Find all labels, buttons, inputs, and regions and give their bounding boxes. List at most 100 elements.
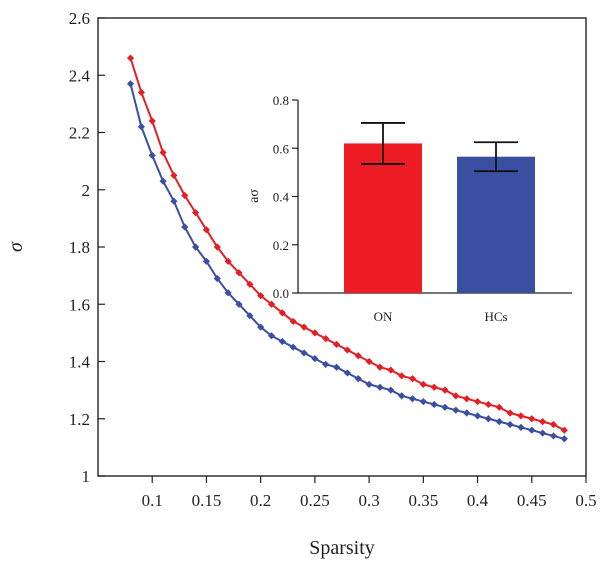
y-tick-label: 1.2 [69,410,90,429]
series-1-point [181,191,189,200]
inset-y-tick-label: 0.4 [273,190,290,205]
y-axis-title: σ [5,241,27,252]
series-1-point [148,117,156,125]
inset-y-tick-label: 0.0 [273,286,289,301]
series-2-point [267,332,276,340]
series-2-point [452,406,460,414]
x-tick-label: 0.5 [575,491,596,510]
series-2-point [506,420,514,429]
series-1-point [452,392,460,400]
series-2-point [170,197,178,205]
y-tick-label: 2.4 [69,66,91,85]
series-2-point [539,429,547,437]
inset-y-axis-title: aσ [247,189,262,203]
x-tick-label: 0.3 [358,491,379,510]
series-2-point [332,363,341,371]
series-2-point [430,400,438,409]
series-2-point [192,243,200,251]
series-1-point [560,426,568,434]
series-1-point [224,257,232,265]
series-2-point [517,423,525,431]
series-2-point [257,323,265,331]
x-axis-title: Sparsity [309,537,375,559]
series-1-point [126,54,135,62]
series-1-point [463,395,471,403]
series-2-point [224,289,232,297]
series-2-point [549,432,558,440]
series-1-point [235,269,243,277]
inset-bar-group: ON HCs [344,122,535,324]
series-2-point [484,415,492,423]
series-1-point [441,386,449,394]
series-1-point [528,415,536,423]
series-1-point [419,380,427,388]
series-1-point [473,397,482,406]
series-1-point [549,420,558,429]
series-2-point [213,274,221,283]
series-1-point [257,292,265,300]
y-tick-label: 2.2 [69,124,90,143]
inset-x-tick-label: HCs [484,309,507,324]
y-tick-label: 2 [82,181,91,200]
y-tick-label: 1 [82,467,91,486]
series-1-point [246,280,254,288]
series-2-point [354,375,362,383]
series-1-point [289,317,297,326]
series-2-point [246,312,254,320]
series-2-point [441,403,449,411]
series-1-point [192,209,200,217]
series-1-point [137,88,145,97]
inset-plot: 0.0 0.2 0.4 0.6 0.8 aσ ON HCs [247,93,572,324]
series-2-point [202,257,211,265]
series-2-point [278,337,286,346]
series-1-point [300,323,308,331]
main-x-axis: 0.1 0.15 0.2 0.25 0.3 0.35 0.4 0.45 0.5 [142,476,597,510]
series-2-point [343,369,352,377]
inset-y-tick-label: 0.6 [273,141,290,156]
series-2-point [159,177,167,185]
series-2-point [387,386,395,394]
series-2-point [528,426,536,434]
x-tick-label: 0.15 [192,491,222,510]
series-1-point [387,366,395,374]
series-1-point [311,329,319,337]
series-2-point [473,412,482,420]
x-tick-label: 0.4 [467,491,489,510]
main-y-axis: 1 1.2 1.4 1.6 1.8 2 2.2 2.4 2.6 [69,9,105,486]
inset-y-tick-label: 0.2 [273,238,289,253]
series-1-point [354,352,362,360]
x-tick-label: 0.2 [250,491,271,510]
series-2-point [408,395,417,403]
x-tick-label: 0.25 [300,491,330,510]
bar-hcs [457,156,535,293]
series-2-point [289,343,297,351]
series-1-point [343,346,352,354]
series-1-point [267,300,276,308]
y-tick-label: 1.8 [69,238,90,257]
series-2-point [560,435,568,443]
series-1-point [202,226,211,234]
x-tick-label: 0.1 [142,491,163,510]
series-1-point [213,243,221,251]
y-tick-label: 2.6 [69,9,90,28]
series-2-point [311,355,319,363]
series-1-point [539,418,547,426]
series-1-point [484,400,492,409]
series-2-point [398,392,406,400]
series-2-point [181,223,189,231]
x-tick-label: 0.45 [517,491,547,510]
series-1-point [278,309,286,317]
series-2-point [148,151,156,159]
series-1-point [398,372,406,380]
main-plot: 11.21.41.61.822.22.42.6 0.1 0.15 0.2 0.25 0.… [5,9,597,559]
series-1-point [365,357,373,366]
series-2-point [495,418,503,426]
series-1-point [495,403,503,411]
x-tick-label: 0.35 [408,491,438,510]
series-2-point [322,360,330,368]
series-2-point [137,123,145,131]
main-series-group [126,54,568,443]
series-1-point [322,335,330,343]
series-1-point [408,375,417,383]
